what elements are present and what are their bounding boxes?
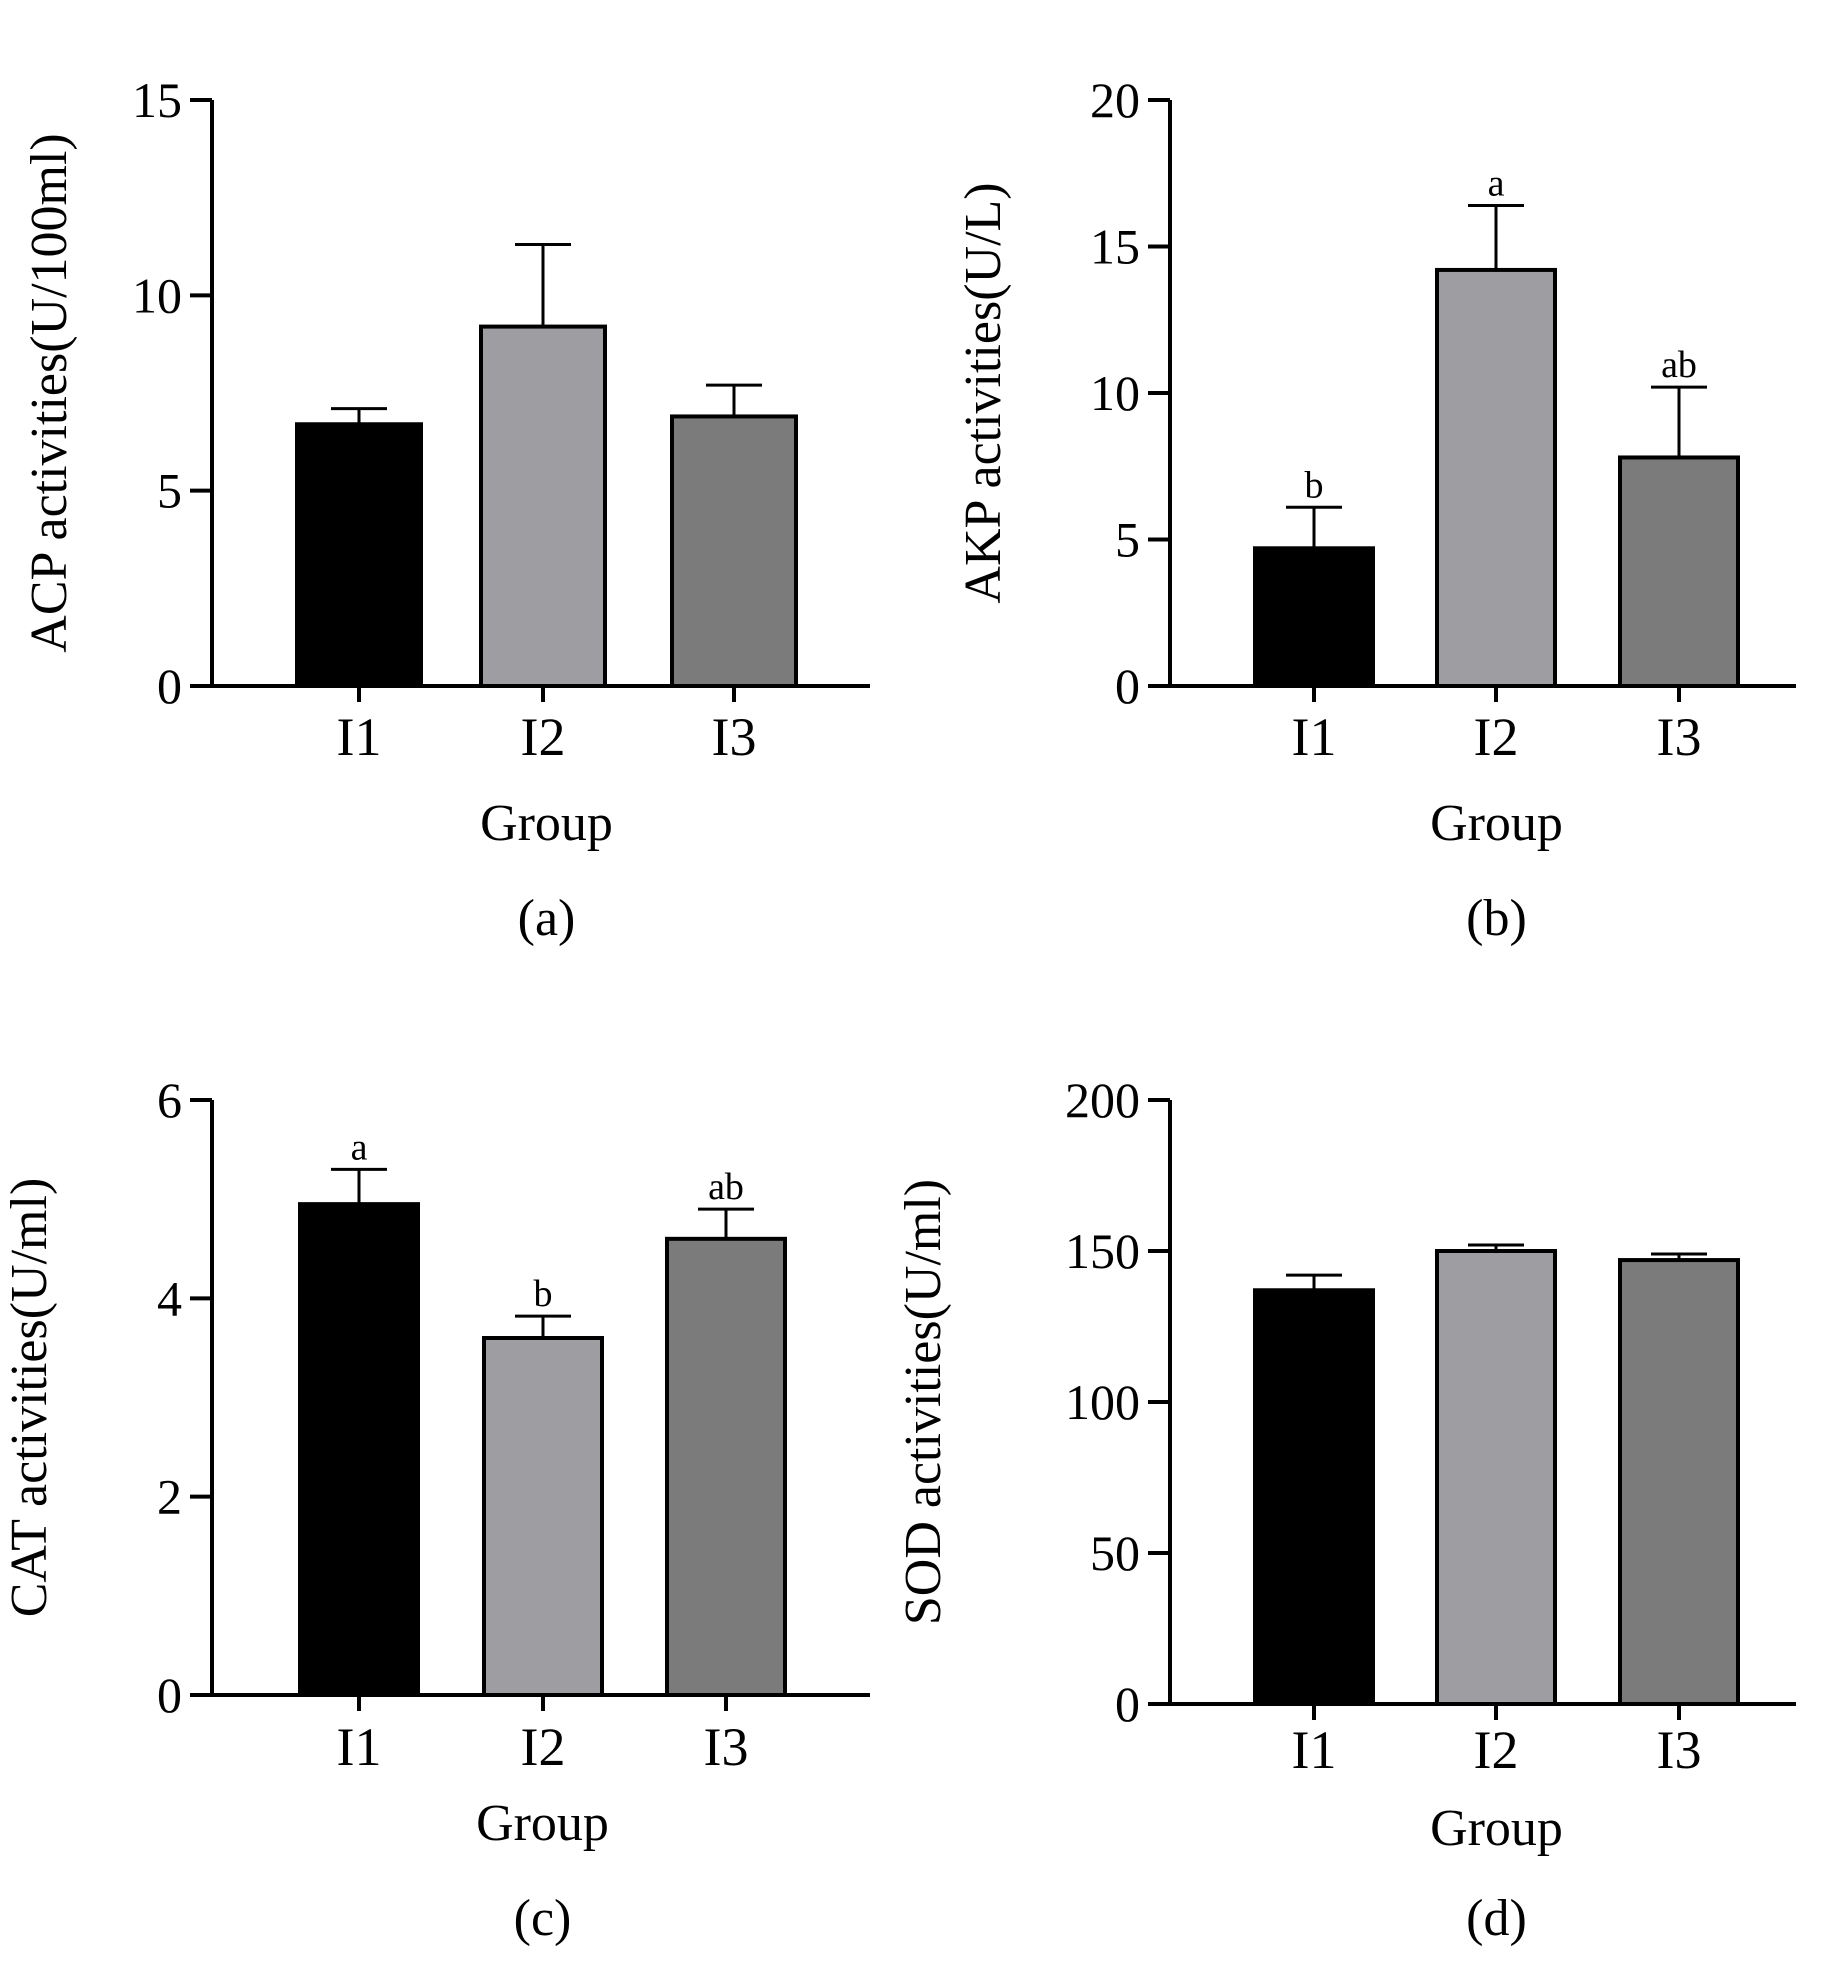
chart-panel-d: I1 I2 I3 0 50 100 150 200 SOD activities(U/ml) Gr…: [895, 1072, 1796, 1947]
significance-label: ab: [708, 1166, 744, 1208]
bar-i3: [670, 414, 798, 688]
x-tick-label: I1: [1292, 1720, 1337, 1780]
y-tick-label: 100: [1065, 1374, 1140, 1430]
chart-panel-c: a I1 b I2 ab I3 0 2 4 6 CAT activities(U/ml) Group (…: [1, 1072, 870, 1947]
y-tick-label: 10: [1090, 365, 1140, 421]
significance-label: a: [351, 1126, 368, 1168]
y-tick-label: 0: [1115, 1676, 1140, 1732]
y-tick-label: 5: [1115, 512, 1140, 568]
bar-i2: [482, 1336, 604, 1697]
panel-label: (c): [514, 1890, 572, 1947]
x-tick-label: I2: [521, 1717, 566, 1777]
bar-i3: [665, 1236, 787, 1698]
y-tick-label: 6: [157, 1072, 182, 1128]
chart-panel-a: I1 I2 I3 0 5 10 15 ACP activities(U/100ml) Group…: [21, 72, 870, 947]
bar-i1: [1253, 1288, 1375, 1706]
y-tick-label: 15: [132, 72, 182, 128]
bar-i2: [1435, 1249, 1557, 1706]
x-tick-label: I1: [1292, 707, 1337, 767]
x-tick-label: I3: [712, 707, 757, 767]
x-tick-label: I2: [1474, 707, 1519, 767]
y-axis-title: ACP activities(U/100ml): [21, 133, 78, 652]
y-tick-label: 0: [157, 1667, 182, 1723]
bar-i2: [1435, 267, 1557, 688]
y-tick-label: 200: [1065, 1072, 1140, 1128]
y-tick-label: 10: [132, 267, 182, 323]
x-axis-title: Group: [480, 795, 613, 852]
x-tick-label: I2: [1474, 1720, 1519, 1780]
bar-i1: [1253, 546, 1375, 688]
significance-label: a: [1488, 162, 1505, 204]
x-tick-label: I1: [337, 707, 382, 767]
y-tick-label: 20: [1090, 72, 1140, 128]
y-tick-label: 15: [1090, 219, 1140, 275]
bar-i1: [298, 1202, 420, 1697]
panel-label: (a): [518, 890, 576, 947]
panel-label: (b): [1466, 890, 1527, 947]
y-axis-title: CAT activities(U/ml): [1, 1178, 58, 1618]
y-tick-label: 2: [157, 1469, 182, 1525]
bar-i3: [1618, 455, 1740, 688]
y-tick-label: 5: [157, 463, 182, 519]
significance-label: ab: [1661, 344, 1697, 386]
significance-label: b: [1305, 464, 1324, 506]
significance-label: b: [534, 1273, 553, 1315]
x-tick-label: I1: [337, 1717, 382, 1777]
panel-label: (d): [1466, 1890, 1527, 1947]
y-axis-title: SOD activities(U/ml): [895, 1179, 952, 1625]
x-axis-title: Group: [476, 1795, 609, 1852]
bar-i1: [295, 422, 423, 688]
y-axis-title: AKP activities(U/L): [955, 182, 1012, 603]
y-tick-label: 0: [157, 658, 182, 714]
x-tick-label: I3: [1657, 707, 1702, 767]
y-tick-label: 0: [1115, 658, 1140, 714]
x-tick-label: I3: [704, 1717, 749, 1777]
x-axis-title: Group: [1430, 1800, 1563, 1857]
x-tick-label: I2: [521, 707, 566, 767]
chart-panel-b: b I1 a I2 ab I3 0 5 10 15 20 AKP activities(U/L) Gro…: [955, 72, 1796, 947]
y-tick-label: 150: [1065, 1223, 1140, 1279]
bar-i2: [479, 324, 607, 688]
y-tick-label: 4: [157, 1270, 182, 1326]
y-tick-label: 50: [1090, 1525, 1140, 1581]
bar-i3: [1618, 1258, 1740, 1707]
x-tick-label: I3: [1657, 1720, 1702, 1780]
x-axis-title: Group: [1430, 795, 1563, 852]
